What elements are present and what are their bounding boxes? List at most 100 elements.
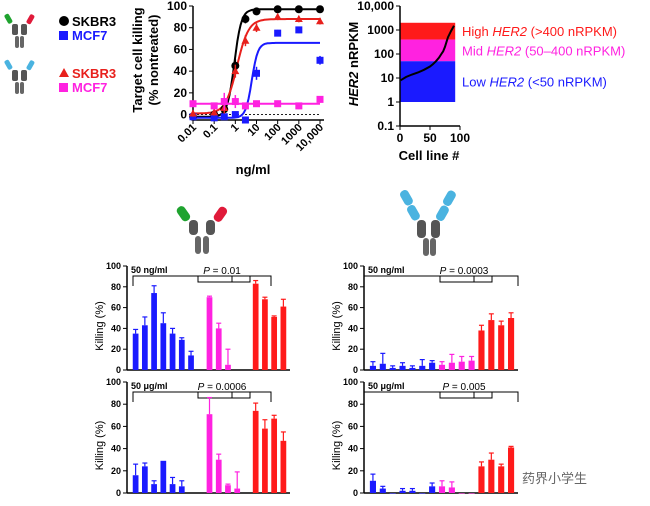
bar bbox=[369, 480, 376, 493]
bar bbox=[458, 493, 465, 494]
bar-panel-ytick-label: 60 bbox=[348, 303, 358, 313]
bar-panel-bracket bbox=[132, 275, 272, 286]
bar-panel-sub-bracket bbox=[197, 392, 251, 399]
bar-panel-0: 0 20 40 60 80 100 Killing (%) 50 ng/ml P = 0.01 bbox=[94, 261, 290, 375]
bar bbox=[448, 487, 455, 493]
bar-panel-ytick-label: 80 bbox=[348, 282, 358, 292]
dose-response-point bbox=[316, 5, 324, 14]
her2-ytick-label: 1000 bbox=[367, 23, 394, 37]
her2-band-label-1: Mid HER2 (50–400 nRPKM) bbox=[462, 43, 625, 58]
bispecific-antibody-icon-large bbox=[176, 206, 228, 254]
bar bbox=[379, 363, 386, 370]
bar bbox=[508, 447, 515, 493]
bar bbox=[478, 330, 485, 370]
legend-marker-mcf7-blue bbox=[59, 31, 68, 40]
bar-panel-ytick-label: 100 bbox=[106, 261, 121, 271]
bar-panel-pvalue: P = 0.005 bbox=[442, 382, 486, 393]
bar-panel-ytick-label: 80 bbox=[348, 399, 358, 409]
bar bbox=[468, 493, 475, 494]
her2-band-0 bbox=[400, 22, 456, 40]
bar bbox=[225, 364, 231, 370]
bar bbox=[206, 414, 213, 493]
bar-panel-pvalue-letter: P bbox=[442, 382, 449, 393]
dose-response-point bbox=[295, 102, 303, 110]
her2-band-label-gene: HER2 bbox=[489, 75, 524, 90]
bar bbox=[438, 486, 446, 493]
bar bbox=[141, 466, 148, 493]
dose-response-point bbox=[316, 95, 324, 103]
bar-panel-bracket bbox=[132, 391, 272, 402]
bar-panel-ytick-label: 60 bbox=[348, 421, 358, 431]
her2-ylabel: HER2 nRPKM bbox=[346, 22, 361, 107]
dose-response-point bbox=[295, 26, 303, 34]
bar bbox=[169, 333, 176, 370]
bar bbox=[399, 365, 406, 370]
bar bbox=[409, 490, 416, 493]
bar bbox=[188, 355, 194, 370]
bar-panel-ytick-label: 100 bbox=[343, 377, 358, 387]
bar bbox=[468, 360, 475, 370]
dose-response-point bbox=[294, 15, 303, 23]
bar-panel-sub-bracket bbox=[439, 392, 493, 399]
bar bbox=[151, 484, 157, 493]
dose-response-xlabel: ng/ml bbox=[236, 162, 271, 177]
her2-expression-line bbox=[400, 25, 455, 82]
bar-panel-ytick-label: 100 bbox=[106, 377, 121, 387]
bar bbox=[498, 325, 505, 370]
her2-ytick-label: 10,000 bbox=[357, 0, 394, 13]
bar bbox=[160, 460, 167, 493]
bar-panel-ytick-label: 80 bbox=[111, 282, 121, 292]
her2-band-label-gene: HER2 bbox=[487, 43, 522, 58]
bar-panel-ytick-label: 60 bbox=[111, 421, 121, 431]
bar bbox=[252, 283, 259, 370]
her2-band-label-2: Low HER2 (<50 nRPKM) bbox=[462, 75, 607, 90]
dose-response-point bbox=[189, 100, 197, 108]
dose-response-point bbox=[274, 29, 282, 37]
bar-panel-annotation: 50 μg/ml bbox=[368, 381, 405, 391]
dose-response-point bbox=[241, 102, 249, 110]
bar-panel-pvalue-number: = 0.005 bbox=[449, 382, 486, 393]
igg-antibody-icon bbox=[4, 59, 35, 94]
legend-marker-skbr3-black bbox=[59, 16, 69, 26]
bar-panel-ylabel: Killing (%) bbox=[94, 421, 106, 471]
dose-response-point bbox=[252, 23, 261, 31]
dose-response-point bbox=[273, 12, 282, 20]
her2-ytick-label: 0.1 bbox=[377, 119, 394, 133]
bar-panel-ytick-label: 0 bbox=[116, 365, 121, 375]
dose-response-point bbox=[273, 5, 282, 14]
dose-response-ylabel-line1: Target cell killing bbox=[130, 7, 145, 112]
her2-band-label-suffix: (50–400 nRPKM) bbox=[521, 43, 625, 58]
dose-response-point bbox=[241, 36, 250, 44]
bar bbox=[399, 490, 406, 493]
dose-response-point bbox=[231, 67, 240, 75]
bar-panel-bracket bbox=[363, 275, 519, 286]
her2-expression-chart: HER2 nRPKM Cell line # High HER2 (>400 n… bbox=[346, 0, 625, 163]
bar bbox=[488, 320, 495, 370]
legend-label-mcf7-magenta: MCF7 bbox=[72, 80, 107, 95]
her2-band-label-prefix: Mid bbox=[462, 43, 487, 58]
bar-panel-3: 0 20 40 60 80 100 Killing (%) 50 μg/ml P = 0.005 bbox=[331, 377, 519, 498]
dose-response-ytick-label: 80 bbox=[174, 21, 188, 35]
bar bbox=[280, 306, 287, 370]
bar-panel-pvalue-number: = 0.0003 bbox=[446, 266, 488, 277]
dose-response-point bbox=[241, 116, 249, 124]
bar bbox=[225, 485, 231, 493]
bar-panel-bracket bbox=[363, 391, 519, 402]
bar bbox=[215, 459, 222, 493]
bar-panel-1: 0 20 40 60 80 100 Killing (%) 50 μg/ml P = 0.000… bbox=[94, 377, 290, 498]
bar-panel-sub-bracket bbox=[439, 276, 493, 283]
bar bbox=[508, 318, 515, 370]
dose-response-point bbox=[253, 69, 260, 77]
her2-xtick-label: 50 bbox=[423, 131, 437, 145]
bar-panel-ytick-label: 100 bbox=[343, 261, 358, 271]
bar-panel-pvalue: P = 0.0006 bbox=[198, 382, 247, 393]
watermark-text: 药界小学生 bbox=[522, 472, 588, 487]
her2-band-label-suffix: (<50 nRPKM) bbox=[524, 75, 607, 90]
dose-response-point bbox=[220, 98, 228, 106]
bar-panel-ytick-label: 40 bbox=[111, 323, 121, 333]
bar-panel-ylabel: Killing (%) bbox=[331, 301, 343, 351]
bar bbox=[448, 362, 455, 370]
dose-response-xtick-label: 0.1 bbox=[201, 122, 220, 141]
bar bbox=[409, 367, 416, 370]
bar bbox=[151, 293, 157, 370]
